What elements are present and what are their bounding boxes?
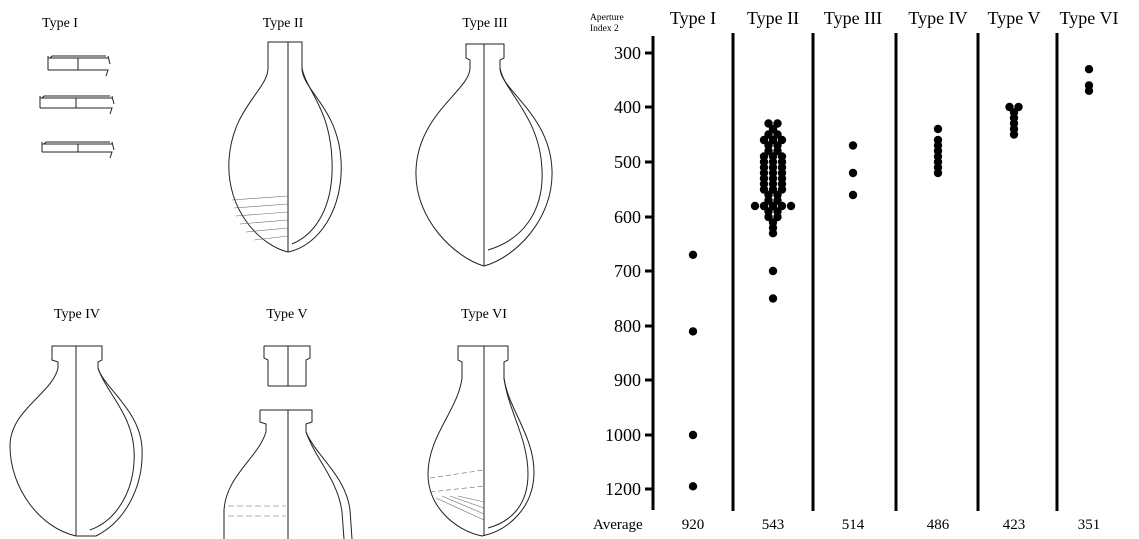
data-point-1-1 bbox=[688, 250, 698, 259]
column-label-4: Type IV bbox=[908, 8, 967, 28]
column-label-5: Type V bbox=[988, 8, 1041, 28]
average-value-4: 486 bbox=[927, 517, 950, 533]
y-tick-label-1000: 1000 bbox=[605, 425, 641, 445]
average-value-2: 543 bbox=[762, 517, 785, 533]
data-point-2-42 bbox=[786, 201, 796, 211]
average-value-3: 514 bbox=[842, 517, 865, 533]
vessel-label-type-iv: Type IV bbox=[54, 307, 100, 322]
y-tick-label-800: 800 bbox=[614, 316, 641, 336]
average-value-1: 920 bbox=[682, 517, 705, 533]
average-value-6: 351 bbox=[1078, 517, 1101, 533]
y-tick-label-400: 400 bbox=[614, 97, 641, 117]
data-point-2-38 bbox=[750, 201, 760, 211]
y-tick-label-900: 900 bbox=[614, 370, 641, 390]
vessel-label-type-ii: Type II bbox=[263, 16, 304, 31]
column-label-2: Type II bbox=[747, 8, 799, 28]
y-tick-label-600: 600 bbox=[614, 207, 641, 227]
data-point-1-4 bbox=[688, 482, 698, 491]
vessel-type-v bbox=[223, 345, 353, 539]
data-point-3-3 bbox=[848, 190, 858, 200]
vessel-type-i bbox=[39, 55, 115, 159]
vessel-label-type-vi: Type VI bbox=[461, 307, 507, 322]
vessel-label-type-v: Type V bbox=[266, 307, 307, 322]
y-axis-title-line-1: Aperture bbox=[590, 13, 624, 23]
vessel-label-type-i: Type I bbox=[42, 16, 78, 31]
vessel-type-ii bbox=[228, 41, 342, 253]
data-point-5-7 bbox=[1009, 130, 1019, 139]
y-axis-title-line-2: Index 2 bbox=[590, 24, 619, 34]
vessel-type-iv bbox=[9, 345, 143, 537]
data-point-2-50 bbox=[768, 266, 778, 276]
y-tick-label-1200: 1200 bbox=[605, 479, 641, 499]
column-label-1: Type I bbox=[670, 8, 716, 28]
y-tick-label-500: 500 bbox=[614, 152, 641, 172]
column-label-6: Type VI bbox=[1060, 8, 1119, 28]
column-label-3: Type III bbox=[824, 8, 882, 28]
y-tick-label-300: 300 bbox=[614, 43, 641, 63]
data-point-4-8 bbox=[933, 168, 943, 178]
data-point-4-1 bbox=[933, 124, 943, 134]
data-point-1-3 bbox=[688, 430, 698, 440]
data-point-6-3 bbox=[1084, 86, 1094, 96]
average-value-5: 423 bbox=[1003, 517, 1026, 533]
vessel-drawings: Type I Type II Type III Type IV Type V T… bbox=[9, 16, 553, 539]
data-point-2-49 bbox=[768, 229, 778, 238]
data-point-1-2 bbox=[688, 327, 698, 336]
vessel-type-iii bbox=[415, 43, 553, 267]
data-point-2-51 bbox=[768, 294, 778, 303]
vessel-type-vi bbox=[427, 345, 535, 537]
y-tick-label-700: 700 bbox=[614, 261, 641, 281]
average-label: Average bbox=[593, 517, 643, 533]
data-point-3-2 bbox=[848, 168, 858, 178]
data-point-6-1 bbox=[1084, 65, 1094, 74]
aperture-chart: Aperture Index 2 Type I Type II Type III Ty… bbox=[590, 8, 1118, 533]
data-point-3-1 bbox=[848, 141, 858, 150]
vessel-label-type-iii: Type III bbox=[462, 16, 508, 31]
